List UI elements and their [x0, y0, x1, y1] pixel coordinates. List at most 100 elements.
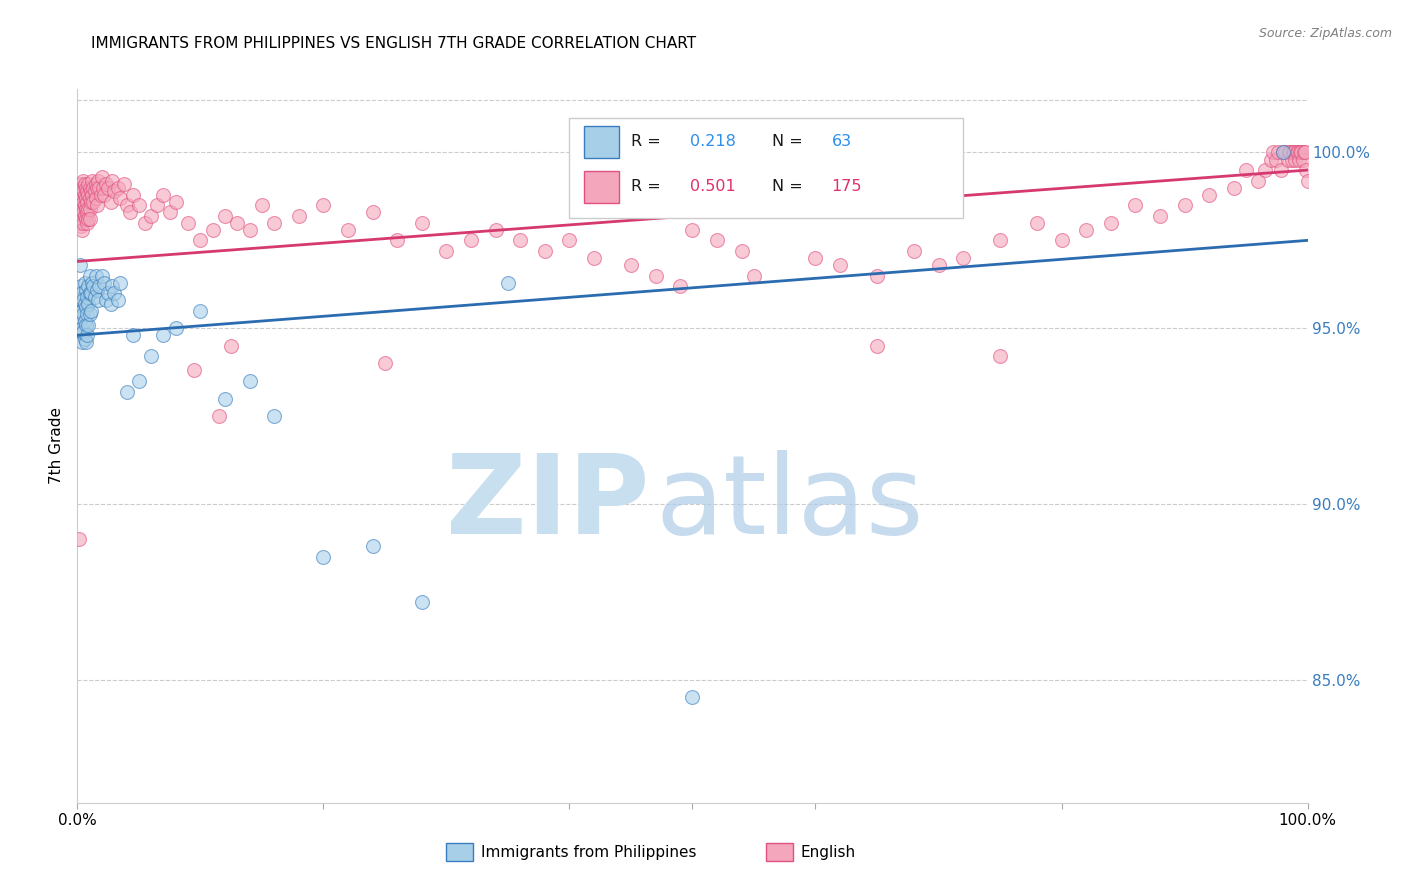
Point — [75, 283, 97, 297]
Point — [69, 180, 91, 194]
Text: N =: N = — [772, 179, 803, 194]
Point — [804, 251, 827, 265]
Point — [214, 209, 236, 223]
Point — [70, 202, 93, 216]
Point — [208, 409, 231, 424]
Point — [77, 318, 100, 332]
Text: R =: R = — [631, 179, 661, 194]
Point — [115, 198, 138, 212]
Point — [70, 286, 93, 301]
Text: Source: ZipAtlas.com: Source: ZipAtlas.com — [1258, 27, 1392, 40]
Point — [76, 290, 98, 304]
Point — [86, 198, 108, 212]
Point — [73, 314, 96, 328]
Point — [152, 328, 174, 343]
Point — [239, 374, 262, 388]
Point — [94, 293, 117, 307]
Point — [1289, 145, 1312, 160]
Point — [1286, 145, 1309, 160]
Text: atlas: atlas — [655, 450, 924, 557]
Point — [731, 244, 754, 258]
Point — [72, 307, 94, 321]
Point — [91, 180, 114, 194]
Point — [75, 191, 97, 205]
Point — [80, 286, 103, 301]
Point — [70, 198, 93, 212]
Point — [97, 286, 120, 301]
Point — [82, 276, 104, 290]
Point — [70, 212, 93, 227]
Point — [159, 205, 181, 219]
Point — [1272, 145, 1295, 160]
Point — [103, 286, 125, 301]
Point — [1277, 153, 1299, 167]
Point — [121, 328, 143, 343]
Point — [460, 233, 482, 247]
Point — [77, 279, 100, 293]
Point — [141, 209, 163, 223]
Point — [77, 296, 100, 310]
Text: N =: N = — [772, 134, 803, 149]
Point — [69, 258, 91, 272]
FancyBboxPatch shape — [569, 118, 963, 218]
Point — [72, 293, 94, 307]
Point — [1174, 198, 1197, 212]
Point — [73, 276, 96, 290]
Point — [485, 223, 508, 237]
Point — [183, 363, 205, 377]
Point — [86, 283, 108, 297]
Point — [1234, 163, 1257, 178]
Point — [1270, 163, 1292, 178]
Point — [73, 198, 96, 212]
Point — [1050, 233, 1073, 247]
Bar — [447, 844, 474, 862]
Point — [141, 350, 163, 364]
Point — [73, 332, 96, 346]
Point — [70, 279, 93, 293]
Point — [903, 244, 925, 258]
Point — [75, 180, 97, 194]
Text: 63: 63 — [831, 134, 852, 149]
Point — [219, 339, 242, 353]
Text: English: English — [801, 845, 856, 860]
Point — [1149, 209, 1171, 223]
Point — [79, 202, 101, 216]
Point — [100, 194, 122, 209]
Text: 0.501: 0.501 — [690, 179, 735, 194]
Point — [83, 290, 105, 304]
Point — [107, 180, 129, 194]
Point — [866, 268, 889, 283]
Point — [134, 216, 156, 230]
Point — [288, 209, 311, 223]
Point — [682, 223, 704, 237]
Point — [988, 350, 1011, 364]
Point — [76, 328, 98, 343]
Point — [1247, 173, 1270, 187]
Point — [312, 549, 335, 564]
Point — [67, 532, 90, 546]
Point — [669, 279, 692, 293]
Point — [120, 205, 142, 219]
Point — [89, 180, 111, 194]
Point — [214, 392, 236, 406]
Point — [75, 202, 97, 216]
Point — [93, 276, 115, 290]
Point — [1296, 173, 1319, 187]
Point — [706, 233, 728, 247]
Point — [77, 177, 100, 191]
Point — [112, 177, 135, 191]
Point — [79, 191, 101, 205]
Point — [82, 180, 104, 194]
Point — [76, 194, 98, 209]
Point — [1253, 163, 1275, 178]
Text: IMMIGRANTS FROM PHILIPPINES VS ENGLISH 7TH GRADE CORRELATION CHART: IMMIGRANTS FROM PHILIPPINES VS ENGLISH 7… — [91, 36, 696, 51]
Point — [509, 233, 531, 247]
Point — [263, 216, 285, 230]
Point — [90, 187, 112, 202]
Point — [101, 173, 124, 187]
Point — [1291, 145, 1313, 160]
Point — [79, 268, 101, 283]
Point — [80, 303, 103, 318]
Point — [100, 296, 122, 310]
Point — [67, 187, 90, 202]
